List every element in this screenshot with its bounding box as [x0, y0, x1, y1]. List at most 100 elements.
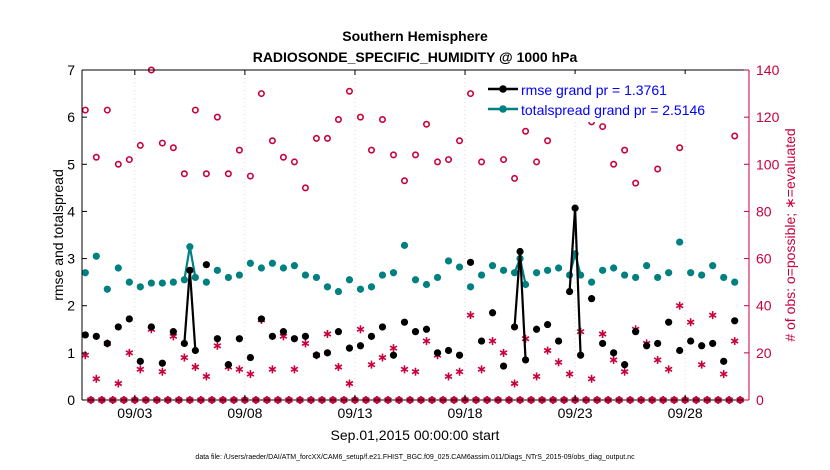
rmse-point: [345, 344, 354, 352]
x-tick-label: 09/08: [227, 405, 262, 421]
plot-area: [82, 70, 749, 400]
rmse-point: [599, 339, 607, 348]
obs-possible-point: [367, 146, 375, 154]
spread-point: [180, 276, 188, 284]
spread-point: [257, 264, 266, 272]
rmse-point: [543, 320, 552, 329]
rmse-point: [279, 328, 288, 336]
obs-evaluated-point: [730, 337, 739, 346]
obs-evaluated-point: [477, 365, 486, 374]
obs-possible-point: [389, 151, 397, 159]
spread-point: [643, 262, 651, 270]
obs-possible-point: [103, 106, 111, 114]
rmse-point: [576, 351, 585, 359]
rmse-point: [334, 328, 343, 336]
y-right-tick-label: 80: [756, 203, 772, 219]
obs-possible-point: [268, 137, 276, 145]
obs-possible-point: [654, 165, 662, 173]
obs-evaluated-point: [587, 374, 596, 383]
spread-point: [731, 278, 739, 286]
obs-possible-point: [500, 156, 508, 164]
spread-point: [81, 269, 89, 277]
obs-evaluated-point: [653, 355, 662, 364]
rmse-point: [466, 258, 475, 266]
spread-point: [433, 273, 442, 282]
rmse-point: [246, 353, 255, 362]
rmse-point: [554, 337, 563, 345]
obs-possible-point: [312, 134, 320, 142]
spread-point: [301, 271, 310, 279]
obs-evaluated-point: [334, 363, 343, 371]
rmse-segment: [183, 270, 191, 344]
obs-evaluated-point: [158, 367, 167, 376]
obs-possible-point: [92, 153, 100, 161]
spread-segment: [183, 246, 191, 280]
rmse-point: [477, 337, 486, 345]
obs-evaluated-point: [213, 341, 222, 350]
obs-possible-point: [290, 158, 298, 166]
obs-possible-point: [114, 160, 122, 168]
y-left-tick-label: 3: [67, 251, 75, 267]
obs-possible-point: [731, 132, 739, 140]
rmse-point: [610, 349, 618, 357]
obs-evaluated-point: [389, 344, 398, 353]
y-right-tick-label: 40: [756, 298, 772, 314]
rmse-point: [323, 349, 332, 357]
obs-possible-point: [610, 160, 618, 168]
obs-possible-point: [323, 134, 331, 142]
spread-point: [389, 269, 398, 277]
spread-point: [147, 279, 155, 287]
obs-possible-point: [301, 184, 309, 192]
spread-point: [455, 263, 464, 271]
obs-evaluated-point: [136, 365, 145, 374]
obs-possible-point: [478, 158, 486, 166]
spread-point: [367, 283, 376, 291]
rmse-point: [136, 357, 144, 365]
rmse-point: [224, 361, 232, 369]
obs-evaluated-point: [367, 360, 376, 369]
spread-point: [709, 262, 717, 270]
obs-evaluated-point: [609, 355, 618, 364]
spread-point: [665, 269, 673, 277]
y-left-tick-label: 4: [67, 203, 75, 219]
obs-possible-point: [345, 87, 353, 95]
obs-evaluated-point: [565, 370, 574, 379]
spread-point: [92, 252, 100, 260]
spread-point: [186, 243, 194, 251]
obs-possible-point: [445, 156, 453, 164]
x-tick-label: 09/13: [337, 405, 372, 421]
obs-evaluated-point: [191, 363, 200, 371]
rmse-point: [378, 323, 387, 331]
rmse-point: [687, 337, 695, 345]
obs-possible-point: [544, 137, 552, 145]
y-axis-right-label: # of obs: o=possible; ∗=evaluated: [782, 128, 798, 341]
obs-evaluated-point: [92, 374, 101, 383]
legend-spread-label: totalspread grand pr = 2.5146: [521, 102, 705, 118]
y-left-tick-label: 7: [67, 62, 75, 78]
obs-evaluated-point: [708, 311, 717, 320]
rmse-point: [186, 266, 194, 274]
obs-evaluated-point: [180, 353, 189, 362]
obs-possible-point: [158, 139, 166, 147]
rmse-segment: [573, 208, 582, 356]
rmse-point: [202, 261, 210, 269]
rmse-point: [180, 339, 188, 348]
rmse-point: [235, 335, 243, 343]
rmse-point: [709, 339, 717, 348]
obs-evaluated-point: [719, 370, 728, 379]
y-left-tick-label: 1: [67, 345, 75, 361]
spread-point: [422, 280, 431, 289]
rmse-point: [455, 351, 464, 359]
obs-evaluated-point: [411, 367, 420, 376]
obs-possible-point: [676, 144, 684, 152]
obs-possible-point: [456, 137, 464, 145]
obs-possible-point: [378, 116, 386, 124]
rmse-point: [367, 332, 376, 340]
spread-point: [698, 271, 706, 279]
y-left-tick-label: 6: [67, 109, 75, 125]
spread-point: [499, 266, 508, 274]
spread-point: [378, 271, 387, 279]
obs-possible-point: [246, 172, 254, 180]
spread-segment: [188, 246, 197, 278]
rmse-point: [731, 317, 739, 325]
